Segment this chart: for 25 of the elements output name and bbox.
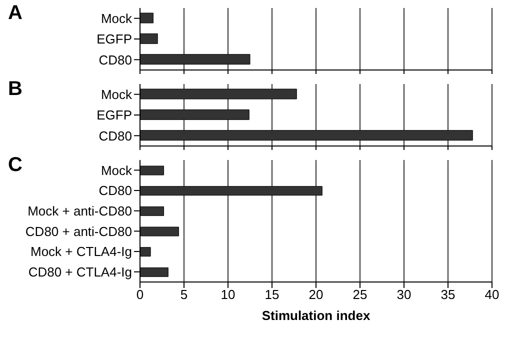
- y-tick-label: EGFP: [96, 108, 132, 123]
- y-tick-label: CD80: [98, 128, 132, 144]
- y-tick-label: CD80 + CTLA4-Ig: [28, 264, 132, 280]
- y-tick-label: Mock: [100, 10, 132, 26]
- x-tick-label: 30: [396, 287, 412, 302]
- y-tick-label: Mock: [100, 86, 132, 102]
- chart-title: A: [8, 2, 22, 25]
- y-tick-label: Mock: [100, 162, 132, 178]
- y-tick-label: Mock + anti-CD80: [28, 203, 132, 218]
- y-tick-label: Mock + CTLA4-Ig: [30, 244, 132, 260]
- y-tick-label: EGFP: [96, 32, 132, 47]
- chart-title: C: [8, 154, 22, 177]
- x-axis-title: Stimulation index: [262, 308, 371, 323]
- x-tick-label: 40: [484, 287, 500, 302]
- y-tick-label: CD80: [98, 52, 132, 68]
- x-tick-label: 5: [180, 287, 188, 302]
- x-tick-label: 0: [136, 287, 144, 302]
- x-tick-label: 20: [308, 287, 324, 302]
- x-tick-label: 10: [220, 287, 236, 302]
- x-tick-label: 25: [352, 287, 368, 302]
- y-tick-label: CD80 + anti-CD80: [25, 224, 132, 239]
- x-tick-label: 35: [440, 287, 456, 302]
- y-tick-label: CD80: [98, 183, 132, 198]
- x-tick-label: 15: [264, 287, 280, 302]
- chart-title: B: [8, 78, 22, 101]
